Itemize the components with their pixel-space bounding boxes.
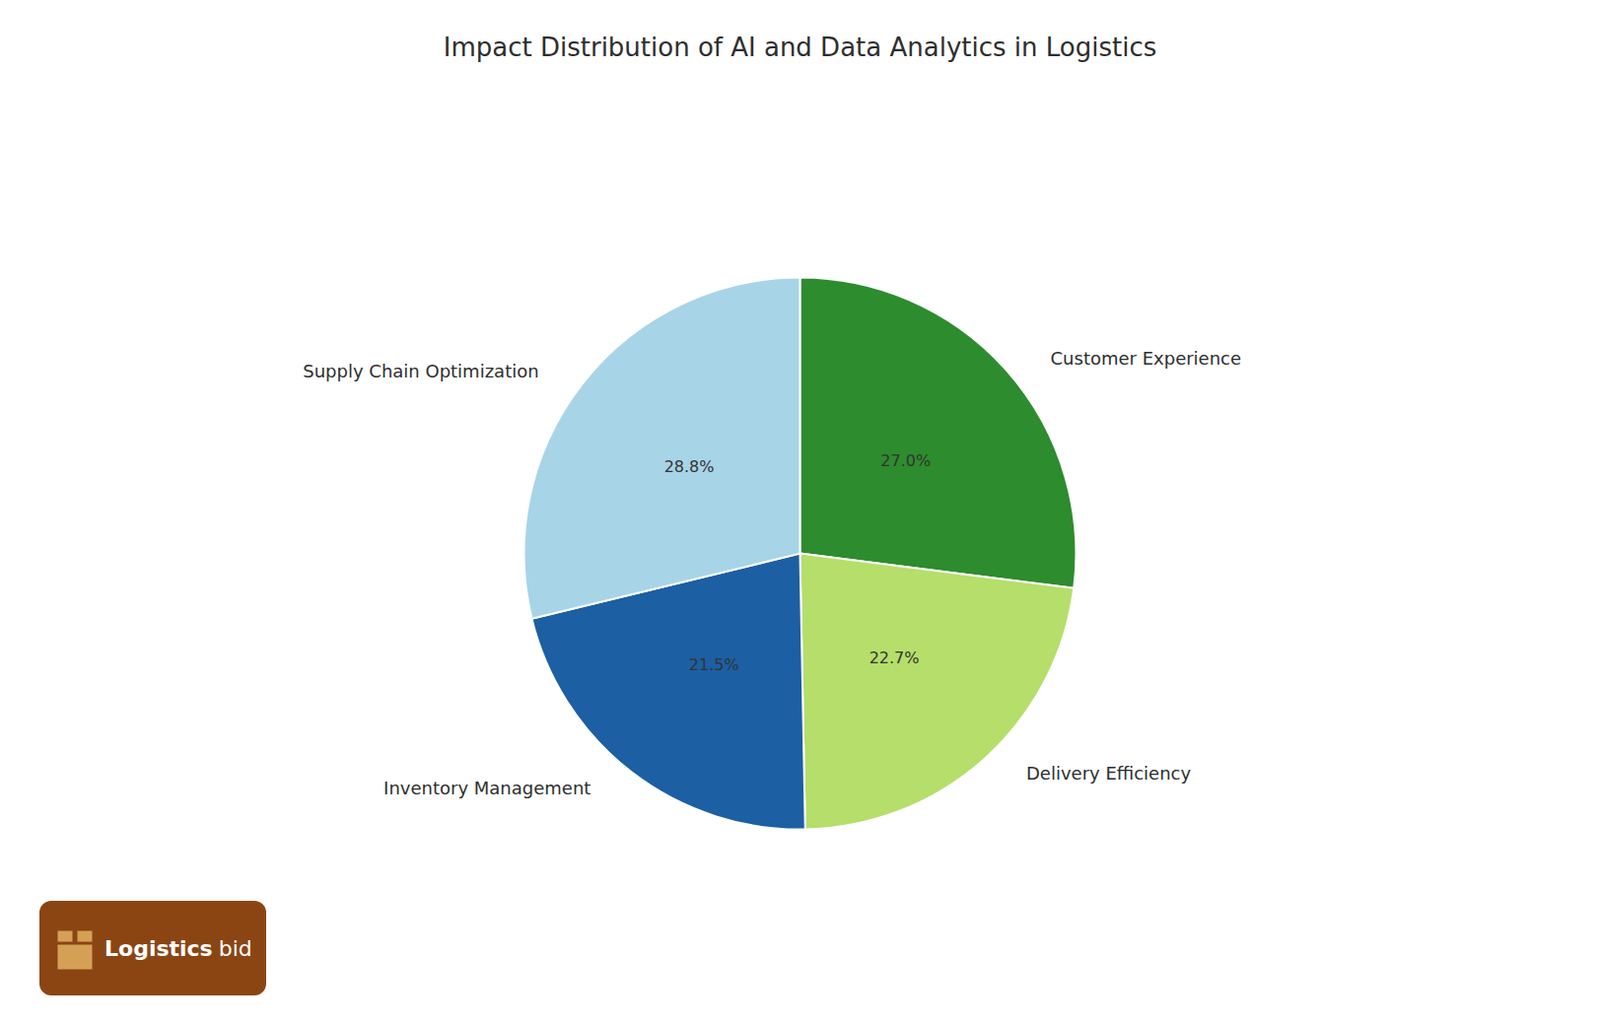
svg-text:Impact Distribution of AI and: Impact Distribution of AI and Data Analy… [443, 32, 1157, 63]
svg-text:27.0%: 27.0% [880, 451, 931, 471]
svg-text:28.8%: 28.8% [664, 457, 715, 477]
svg-text:Delivery Efficiency: Delivery Efficiency [1026, 763, 1191, 784]
svg-text:Inventory Management: Inventory Management [383, 777, 591, 799]
svg-text:bid: bid [218, 936, 253, 962]
svg-text:Customer Experience: Customer Experience [1050, 347, 1243, 369]
svg-text:Logistics: Logistics [104, 936, 213, 962]
svg-text:22.7%: 22.7% [869, 648, 920, 668]
svg-text:21.5%: 21.5% [689, 655, 740, 675]
svg-text:Supply Chain Optimization: Supply Chain Optimization [302, 360, 539, 382]
